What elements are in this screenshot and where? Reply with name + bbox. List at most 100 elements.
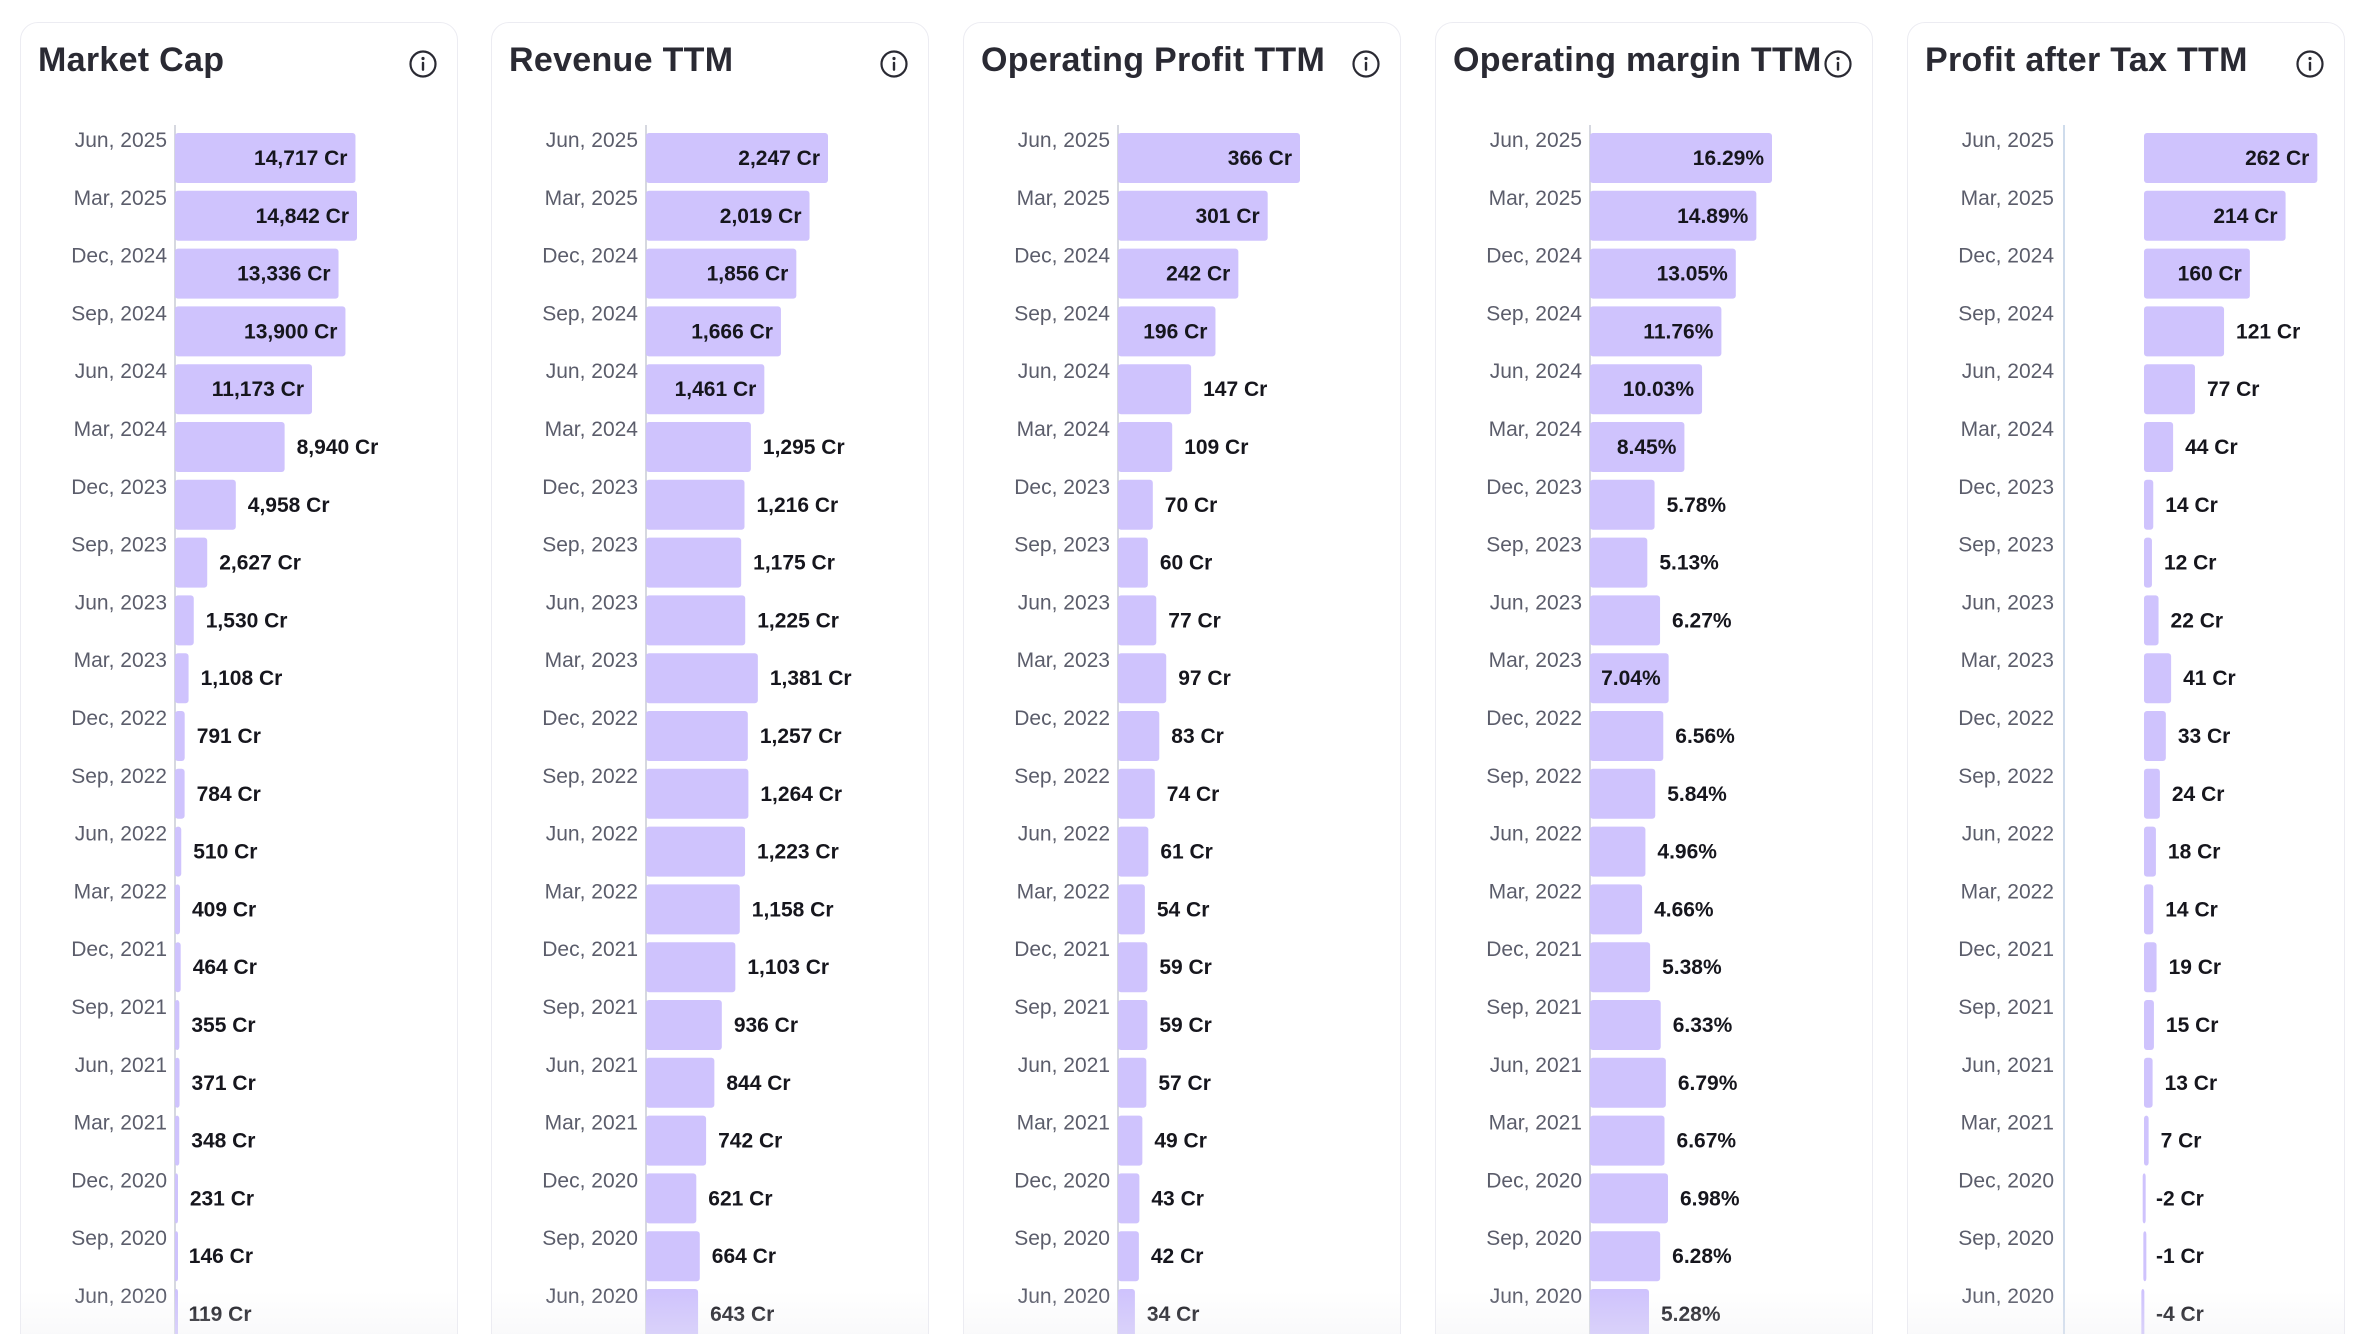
bar[interactable] (1118, 1000, 1148, 1050)
info-circle-icon[interactable] (408, 49, 438, 79)
bar[interactable] (1118, 942, 1148, 993)
bar[interactable] (1118, 595, 1157, 646)
bar[interactable] (175, 537, 208, 588)
bar[interactable] (1118, 1115, 1143, 1166)
bar[interactable] (1590, 942, 1651, 993)
bar[interactable] (646, 306, 781, 357)
bar[interactable] (646, 1173, 697, 1224)
bar[interactable] (2144, 190, 2286, 241)
bar[interactable] (646, 653, 758, 704)
bar[interactable] (2144, 884, 2154, 935)
bar[interactable] (646, 537, 742, 588)
bar[interactable] (646, 1115, 707, 1166)
bar[interactable] (2142, 1173, 2146, 1224)
bar[interactable] (2144, 1115, 2149, 1166)
bar[interactable] (2144, 133, 2318, 183)
bar[interactable] (175, 942, 181, 993)
bar[interactable] (1118, 364, 1192, 415)
bar[interactable] (1590, 826, 1646, 877)
bar[interactable] (646, 942, 736, 993)
bar[interactable] (2144, 422, 2174, 472)
bar[interactable] (175, 364, 313, 415)
bar[interactable] (2144, 479, 2154, 530)
bar[interactable] (175, 653, 189, 704)
bar[interactable] (646, 364, 765, 415)
bar[interactable] (1118, 653, 1167, 704)
bar[interactable] (646, 1289, 699, 1334)
bar[interactable] (1590, 364, 1703, 415)
bar[interactable] (175, 1115, 180, 1166)
bar[interactable] (175, 479, 236, 530)
bar[interactable] (175, 1289, 178, 1334)
bar[interactable] (175, 595, 194, 646)
info-circle-icon[interactable] (1823, 49, 1853, 79)
bar[interactable] (175, 248, 339, 299)
bar[interactable] (646, 479, 745, 530)
bar[interactable] (1590, 133, 1772, 183)
bar[interactable] (2144, 711, 2166, 761)
bar[interactable] (1590, 1231, 1661, 1282)
bar[interactable] (1118, 1289, 1135, 1334)
bar[interactable] (2144, 1057, 2153, 1108)
bar[interactable] (1118, 422, 1173, 472)
bar[interactable] (1118, 826, 1149, 877)
bar[interactable] (1590, 306, 1722, 357)
bar[interactable] (2144, 248, 2250, 299)
bar[interactable] (646, 1231, 700, 1282)
bar[interactable] (175, 133, 356, 183)
bar[interactable] (1118, 248, 1239, 299)
bar[interactable] (175, 826, 182, 877)
bar[interactable] (1118, 1231, 1139, 1282)
bar[interactable] (175, 768, 185, 819)
bar[interactable] (1590, 653, 1669, 704)
bar[interactable] (646, 884, 740, 935)
bar[interactable] (2144, 537, 2152, 588)
bar[interactable] (1118, 133, 1300, 183)
bar[interactable] (1590, 190, 1757, 241)
bar[interactable] (175, 1000, 180, 1050)
bar[interactable] (175, 1173, 178, 1224)
bar[interactable] (2144, 364, 2195, 415)
bar[interactable] (1590, 768, 1656, 819)
bar[interactable] (646, 1057, 715, 1108)
bar[interactable] (646, 190, 810, 241)
bar[interactable] (1590, 537, 1648, 588)
bar[interactable] (2144, 595, 2159, 646)
bar[interactable] (175, 306, 346, 357)
bar[interactable] (646, 248, 797, 299)
bar[interactable] (2144, 1000, 2154, 1050)
bar[interactable] (646, 422, 751, 472)
bar[interactable] (1590, 422, 1685, 472)
info-circle-icon[interactable] (2295, 49, 2325, 79)
bar[interactable] (1118, 190, 1268, 241)
bar[interactable] (2141, 1289, 2145, 1334)
bar[interactable] (1590, 1173, 1668, 1224)
bar[interactable] (1590, 711, 1664, 761)
info-circle-icon[interactable] (879, 49, 909, 79)
bar[interactable] (646, 133, 828, 183)
bar[interactable] (175, 190, 357, 241)
bar[interactable] (1590, 884, 1643, 935)
bar[interactable] (1590, 479, 1655, 530)
bar[interactable] (1590, 248, 1736, 299)
bar[interactable] (175, 422, 285, 472)
bar[interactable] (646, 768, 749, 819)
bar[interactable] (2143, 1231, 2147, 1282)
bar[interactable] (1590, 1289, 1649, 1334)
bar[interactable] (175, 884, 181, 935)
bar[interactable] (646, 711, 748, 761)
bar[interactable] (1118, 306, 1216, 357)
bar[interactable] (1590, 1057, 1666, 1108)
bar[interactable] (175, 711, 185, 761)
bar[interactable] (2144, 306, 2225, 357)
bar[interactable] (646, 826, 746, 877)
bar[interactable] (2144, 942, 2157, 993)
bar[interactable] (646, 1000, 722, 1050)
bar[interactable] (175, 1057, 180, 1108)
bar[interactable] (2144, 653, 2172, 704)
info-circle-icon[interactable] (1351, 49, 1381, 79)
bar[interactable] (1590, 595, 1661, 646)
bar[interactable] (1118, 884, 1145, 935)
bar[interactable] (2144, 826, 2156, 877)
bar[interactable] (1118, 711, 1160, 761)
